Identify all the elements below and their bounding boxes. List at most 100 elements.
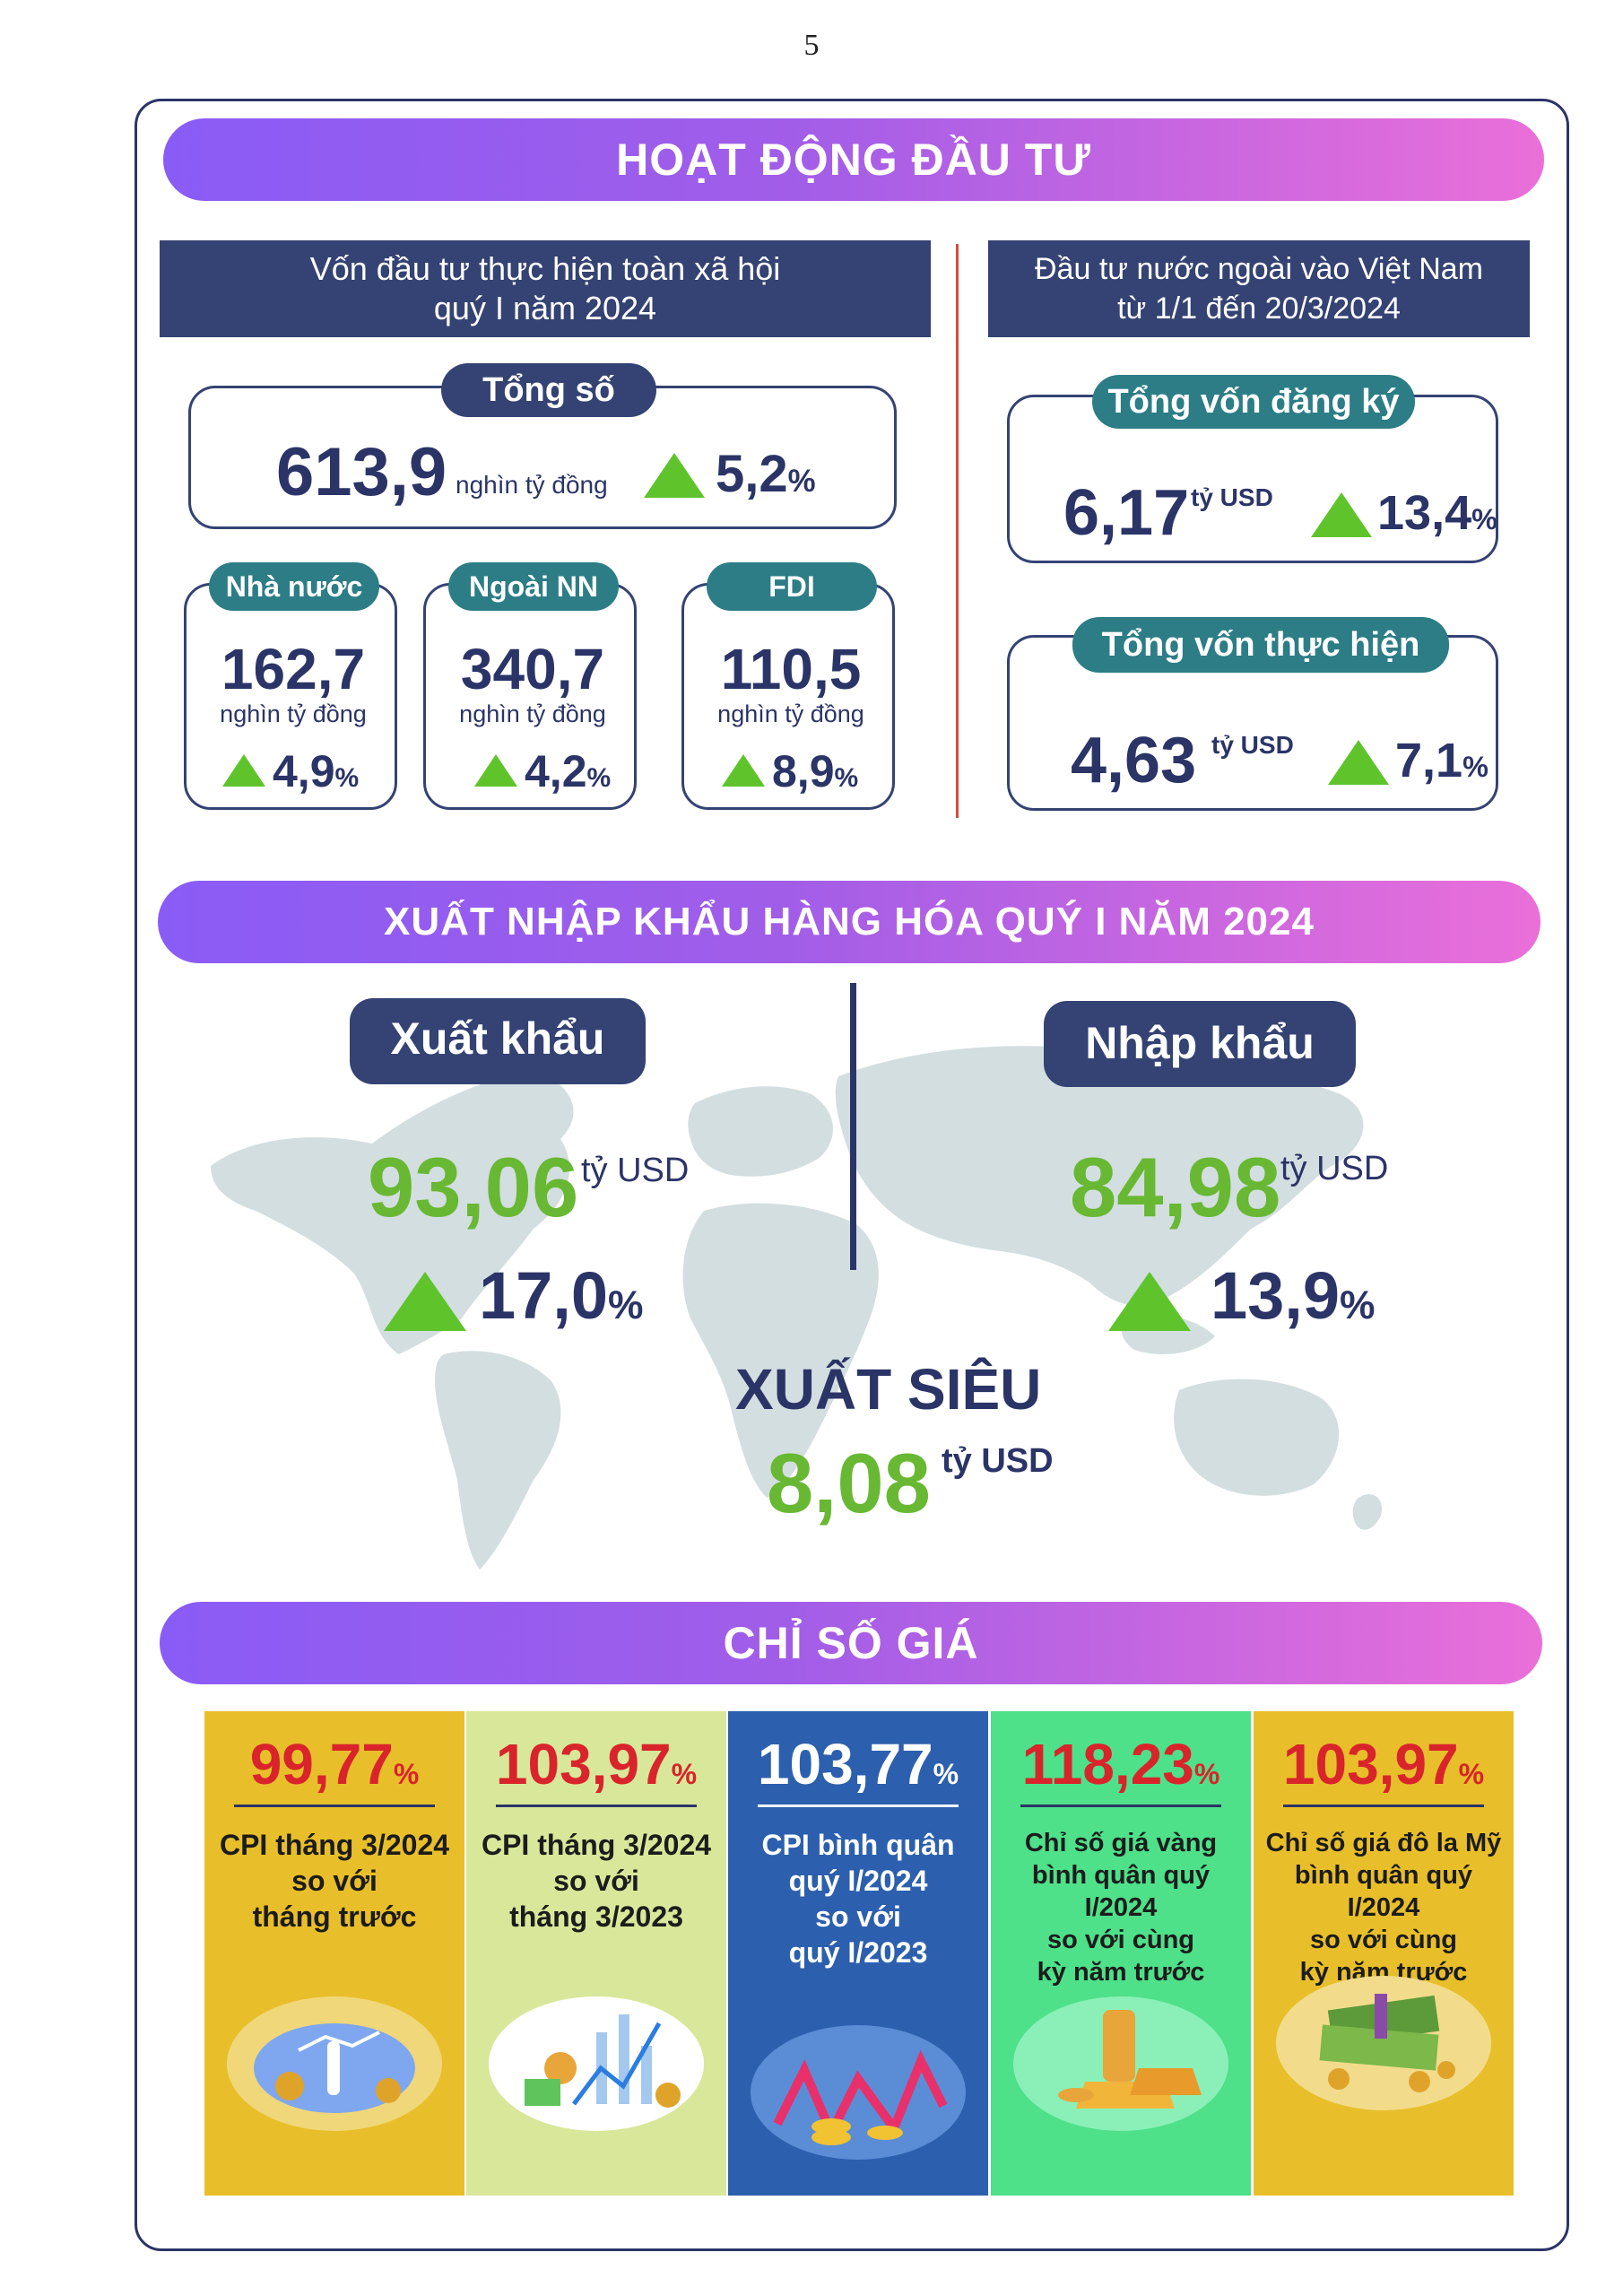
cpi-yoy-description: CPI tháng 3/2024 so với tháng 3/2023 xyxy=(466,1827,726,1935)
registered-growth: 13,4% xyxy=(1377,486,1497,540)
usd-price-description: Chỉ số giá đô la Mỹ bình quân quý I/2024… xyxy=(1254,1827,1514,1988)
prices-banner: CHỈ SỐ GIÁ xyxy=(160,1602,1542,1684)
divider xyxy=(496,1805,697,1807)
desc-line: CPI bình quân xyxy=(761,1829,955,1861)
export-label: Xuất khẩu xyxy=(350,998,646,1084)
coins-icon xyxy=(227,1996,442,2131)
surplus-unit: tỷ USD xyxy=(942,1442,1054,1480)
fdi-growth: 8,9% xyxy=(772,746,859,796)
desc-line: so với cùng xyxy=(1309,1926,1458,1954)
import-unit: tỷ USD xyxy=(1280,1150,1389,1187)
coins-icon xyxy=(751,2025,966,2160)
total-growth: 5,2% xyxy=(716,445,816,503)
state-value: 162,7 xyxy=(221,637,366,701)
nonstate-unit: nghìn tỷ đồng xyxy=(459,700,606,727)
desc-line: bình quân quý I/2024 xyxy=(1294,1861,1473,1922)
desc-line: CPI tháng 3/2024 xyxy=(481,1829,712,1861)
export-unit: tỷ USD xyxy=(581,1152,690,1189)
desc-line: so với cùng xyxy=(1046,1926,1195,1954)
trade-banner: XUẤT NHẬP KHẨU HÀNG HÓA QUÝ I NĂM 2024 xyxy=(158,881,1541,963)
desc-line: so với xyxy=(815,1900,901,1933)
desc-line: so với xyxy=(553,1865,639,1897)
domestic-header-line2: quý I năm 2024 xyxy=(433,290,657,326)
state-growth: 4,9% xyxy=(273,746,360,796)
fdi-value: 110,5 xyxy=(720,637,862,701)
up-arrow-icon xyxy=(1311,492,1372,537)
cpi-quarter-description: CPI bình quân quý I/2024 so với quý I/20… xyxy=(728,1827,988,1970)
total-value: 613,9 xyxy=(276,434,447,510)
nonstate-value: 340,7 xyxy=(460,637,605,701)
fdi-unit: nghìn tỷ đồng xyxy=(717,700,864,727)
total-unit: nghìn tỷ đồng xyxy=(456,471,608,499)
export-growth: 17,0% xyxy=(479,1258,644,1333)
surplus-label: XUẤT SIÊU xyxy=(735,1357,1042,1422)
state-label: Nhà nước xyxy=(209,562,379,611)
page-frame xyxy=(135,99,1569,2251)
domestic-header-line1: Vốn đầu tư thực hiện toàn xã hội xyxy=(309,250,781,287)
registered-label: Tổng vốn đăng ký xyxy=(1092,375,1415,429)
desc-line: tháng trước xyxy=(252,1900,417,1933)
up-arrow-icon xyxy=(1328,740,1389,785)
registered-value: 6,17 xyxy=(1063,477,1190,549)
realized-unit: tỷ USD xyxy=(1211,731,1294,759)
surplus-value: 8,08 xyxy=(767,1436,931,1530)
import-growth: 13,9% xyxy=(1211,1258,1376,1333)
fdi-label: FDI xyxy=(707,562,877,611)
registered-unit: tỷ USD xyxy=(1191,483,1273,511)
cpi-quarter-value: 103,77% xyxy=(757,1732,959,1796)
realized-growth: 7,1% xyxy=(1395,734,1488,787)
cpi-card-month: 99,77% CPI tháng 3/2024 so với tháng trư… xyxy=(204,1711,464,2196)
investment-banner: HOẠT ĐỘNG ĐẦU TƯ xyxy=(163,118,1544,201)
desc-line: tháng 3/2023 xyxy=(509,1900,683,1933)
state-investment-card: 162,7 nghìn tỷ đồng 4,9% xyxy=(184,583,397,810)
export-value: 93,06 xyxy=(368,1140,579,1234)
cpi-month-value: 99,77% xyxy=(249,1732,420,1796)
cpi-card-yoy: 103,97% CPI tháng 3/2024 so với tháng 3/… xyxy=(466,1711,726,2196)
divider xyxy=(758,1805,959,1807)
realized-value: 4,63 xyxy=(1071,725,1197,796)
desc-line: Chỉ số giá vàng xyxy=(1024,1829,1218,1857)
desc-line: quý I/2023 xyxy=(788,1936,928,1969)
gold-price-card: 118,23% Chỉ số giá vàng bình quân quý I/… xyxy=(991,1711,1251,2196)
up-arrow-icon xyxy=(722,754,765,787)
state-unit: nghìn tỷ đồng xyxy=(220,700,367,727)
import-value: 84,98 xyxy=(1070,1140,1281,1234)
desc-line: Chỉ số giá đô la Mỹ xyxy=(1265,1829,1502,1857)
trade-divider xyxy=(850,983,856,1270)
foreign-header-line2: từ 1/1 đến 20/3/2024 xyxy=(1117,291,1401,326)
up-arrow-icon xyxy=(384,1272,466,1331)
world-map-icon xyxy=(211,1020,1382,1570)
cpi-yoy-value: 103,97% xyxy=(495,1732,698,1796)
usd-price-value: 103,97% xyxy=(1282,1732,1485,1796)
divider xyxy=(234,1805,435,1807)
up-arrow-icon xyxy=(474,754,517,787)
gold-price-value: 118,23% xyxy=(1021,1732,1220,1796)
nonstate-label: Ngoài NN xyxy=(448,562,619,611)
desc-line: so với xyxy=(291,1865,378,1897)
import-label: Nhập khẩu xyxy=(1044,1001,1356,1087)
chart-illustration-icon xyxy=(489,1996,704,2131)
up-arrow-icon xyxy=(1108,1272,1191,1331)
gold-bars-icon xyxy=(1013,1996,1228,2131)
desc-line: kỳ năm trước xyxy=(1037,1958,1205,1987)
cpi-month-description: CPI tháng 3/2024 so với tháng trước xyxy=(204,1827,464,1935)
domestic-investment-header: Vốn đầu tư thực hiện toàn xã hội quý I n… xyxy=(160,240,931,337)
desc-line: quý I/2024 xyxy=(788,1865,928,1897)
total-label: Tổng số xyxy=(441,363,656,417)
usd-price-card: 103,97% Chỉ số giá đô la Mỹ bình quân qu… xyxy=(1254,1711,1514,2196)
section-divider xyxy=(956,244,959,818)
foreign-investment-header: Đầu tư nước ngoài vào Việt Nam từ 1/1 đế… xyxy=(988,240,1530,337)
gold-price-description: Chỉ số giá vàng bình quân quý I/2024 so … xyxy=(991,1827,1251,1988)
nonstate-investment-card: 340,7 nghìn tỷ đồng 4,2% xyxy=(423,583,637,810)
divider xyxy=(1283,1805,1484,1807)
nonstate-growth: 4,2% xyxy=(525,746,612,796)
fdi-investment-card: 110,5 nghìn tỷ đồng 8,9% xyxy=(681,583,895,810)
cpi-card-quarter: 103,77% CPI bình quân quý I/2024 so với … xyxy=(728,1711,988,2196)
dollar-bills-icon xyxy=(1276,1976,1491,2110)
divider xyxy=(1020,1805,1221,1807)
up-arrow-icon xyxy=(644,453,705,498)
realized-label: Tổng vốn thực hiện xyxy=(1072,617,1449,673)
desc-line: CPI tháng 3/2024 xyxy=(219,1829,450,1861)
desc-line: bình quân quý I/2024 xyxy=(1031,1861,1211,1922)
page-number: 5 xyxy=(803,29,820,62)
